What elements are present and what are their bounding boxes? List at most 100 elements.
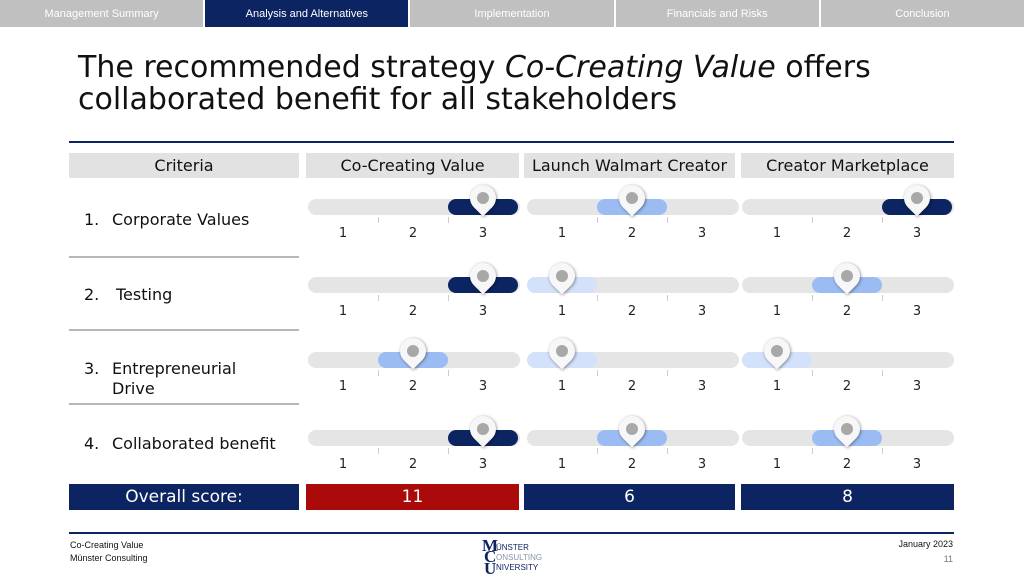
tab-financials-and-risks[interactable]: Financials and Risks	[615, 0, 821, 27]
scale-label: 2	[627, 379, 637, 394]
scale-label: 1	[338, 457, 348, 472]
tab-analysis-and-alternatives[interactable]: Analysis and Alternatives	[205, 0, 411, 27]
slider-tick	[597, 370, 598, 376]
svg-text:ÜNSTER: ÜNSTER	[496, 543, 529, 552]
scale-label: 3	[912, 457, 922, 472]
criterion-label: Testing	[116, 285, 173, 304]
criterion-label: Collaborated benefit	[112, 434, 276, 453]
overall-score-label: Overall score:	[69, 484, 299, 510]
criterion-entrepreneurial-drive: 3. Entrepreneurial Drive	[84, 359, 242, 399]
criterion-divider	[69, 256, 299, 258]
criterion-number: 1.	[84, 210, 100, 229]
criterion-number: 2.	[84, 285, 100, 304]
tab-implementation[interactable]: Implementation	[410, 0, 616, 27]
scale-label: 2	[627, 457, 637, 472]
slider-tick	[448, 295, 449, 301]
overall-score-launch-walmart-creator: 6	[524, 484, 735, 510]
scale-label: 3	[478, 379, 488, 394]
scale-label: 2	[408, 226, 418, 241]
page-number: 11	[943, 554, 953, 564]
criterion-divider	[69, 329, 299, 331]
slider-tick	[667, 217, 668, 223]
scale-label: 1	[772, 304, 782, 319]
scale-label: 3	[912, 304, 922, 319]
slider-tick	[378, 370, 379, 376]
scale-label: 1	[338, 379, 348, 394]
slider-tick	[448, 370, 449, 376]
criterion-divider	[69, 403, 299, 405]
slider-tick	[882, 295, 883, 301]
scale-label: 2	[408, 304, 418, 319]
score-slider[interactable]: 1 2 3	[308, 332, 520, 415]
scale-label: 2	[842, 304, 852, 319]
score-slider[interactable]: 1 2 3	[742, 410, 954, 493]
score-slider[interactable]: 1 2 3	[527, 179, 739, 262]
scale-label: 3	[478, 304, 488, 319]
option-header-launch-walmart-creator: Launch Walmart Creator	[524, 153, 735, 178]
scale-label: 1	[772, 457, 782, 472]
title-part1: The recommended strategy	[78, 50, 505, 85]
criterion-testing: 2. Testing	[84, 285, 262, 305]
title-divider	[69, 141, 954, 143]
slider-tick	[378, 448, 379, 454]
title-part2: offers collaborated benefit for all stak…	[78, 50, 871, 117]
criterion-number: 4.	[84, 434, 100, 453]
scale-label: 3	[697, 379, 707, 394]
slider-tick	[667, 370, 668, 376]
scale-label: 1	[557, 379, 567, 394]
score-slider[interactable]: 1 2 3	[527, 332, 739, 415]
tab-management-summary[interactable]: Management Summary	[0, 0, 206, 27]
svg-text:NIVERSITY: NIVERSITY	[496, 563, 539, 572]
score-slider[interactable]: 1 2 3	[527, 257, 739, 340]
score-slider[interactable]: 1 2 3	[742, 179, 954, 262]
svg-text:U: U	[484, 559, 496, 574]
scale-label: 3	[912, 379, 922, 394]
scale-label: 1	[772, 226, 782, 241]
scale-label: 2	[627, 304, 637, 319]
option-header-co-creating-value: Co-Creating Value	[306, 153, 519, 178]
slider-tick	[812, 295, 813, 301]
section-nav: Management Summary Analysis and Alternat…	[0, 0, 1024, 27]
footer-meta: January 2023 11	[898, 537, 953, 567]
scale-label: 3	[478, 226, 488, 241]
scale-label: 2	[842, 457, 852, 472]
scale-label: 2	[408, 457, 418, 472]
score-slider[interactable]: 1 2 3	[742, 332, 954, 415]
score-slider[interactable]: 1 2 3	[527, 410, 739, 493]
footer-date: January 2023	[898, 539, 953, 549]
slider-tick	[378, 217, 379, 223]
criterion-collaborated-benefit: 4. Collaborated benefit	[84, 434, 312, 454]
slide-title: The recommended strategy Co-Creating Val…	[78, 52, 898, 116]
footer-info: Co-Creating Value Münster Consulting	[70, 539, 148, 565]
slider-tick	[882, 370, 883, 376]
criterion-label: Entrepreneurial Drive	[112, 359, 237, 398]
score-slider[interactable]: 1 2 3	[742, 257, 954, 340]
scale-label: 1	[557, 457, 567, 472]
slider-tick	[882, 448, 883, 454]
slider-tick	[378, 295, 379, 301]
scale-label: 1	[557, 304, 567, 319]
slider-tick	[812, 370, 813, 376]
slider-tick	[597, 295, 598, 301]
overall-score-co-creating-value: 11	[306, 484, 519, 510]
scale-label: 3	[697, 226, 707, 241]
footer-project: Co-Creating Value	[70, 540, 144, 550]
slider-tick	[882, 217, 883, 223]
criterion-label: Corporate Values	[112, 210, 250, 229]
footer-company: Münster Consulting	[70, 553, 148, 563]
score-slider[interactable]: 1 2 3	[308, 179, 520, 262]
score-slider[interactable]: 1 2 3	[308, 257, 520, 340]
slider-tick	[448, 448, 449, 454]
option-header-creator-marketplace: Creator Marketplace	[741, 153, 954, 178]
scale-label: 2	[408, 379, 418, 394]
scale-label: 3	[478, 457, 488, 472]
slider-tick	[667, 295, 668, 301]
criterion-number: 3.	[84, 359, 100, 378]
slider-tick	[667, 448, 668, 454]
tab-conclusion[interactable]: Conclusion	[820, 0, 1024, 27]
scale-label: 2	[842, 379, 852, 394]
slider-tick	[597, 217, 598, 223]
score-slider[interactable]: 1 2 3	[308, 410, 520, 493]
slider-tick	[812, 448, 813, 454]
munster-consulting-logo: M C U ÜNSTER ONSULTING NIVERSITY	[482, 536, 552, 575]
